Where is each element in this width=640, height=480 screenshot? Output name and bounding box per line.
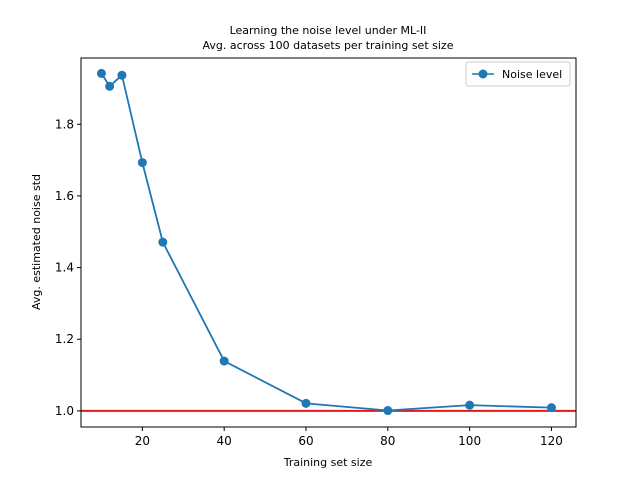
- data-point: [383, 406, 393, 416]
- legend: Noise level: [465, 61, 571, 87]
- x-tick-label: 20: [135, 434, 150, 448]
- plot-area: 20 40 60 80 100 120 1.0 1.2 1.4 1.6 1.8: [55, 57, 577, 448]
- data-point: [546, 403, 556, 413]
- chart-subtitle: Avg. across 100 datasets per training se…: [203, 39, 454, 52]
- legend-entry-noise-level: Noise level: [502, 68, 562, 81]
- series-line-0: [100, 72, 552, 412]
- data-point: [158, 237, 168, 247]
- y-tick-label: 1.8: [55, 117, 74, 131]
- chart-title: Learning the noise level under ML-II: [230, 24, 427, 37]
- y-axis-label: Avg. estimated noise std: [30, 174, 43, 310]
- y-tick-label: 1.0: [55, 404, 74, 418]
- data-point: [465, 400, 475, 410]
- legend-marker-sample: [478, 69, 488, 79]
- legend-box: [465, 61, 571, 87]
- x-tick-label: 40: [217, 434, 232, 448]
- x-tick-label: 120: [540, 434, 563, 448]
- data-point: [219, 356, 229, 366]
- x-axis-label: Training set size: [283, 456, 373, 469]
- x-tick-label: 60: [298, 434, 313, 448]
- data-point: [117, 70, 127, 80]
- y-tick-label: 1.6: [55, 189, 74, 203]
- x-tick-label: 100: [458, 434, 481, 448]
- y-tick-label: 1.2: [55, 332, 74, 346]
- data-point: [137, 158, 147, 168]
- y-tick-label: 1.4: [55, 261, 74, 275]
- x-tick-label: 80: [380, 434, 395, 448]
- data-point: [105, 81, 115, 91]
- data-point: [301, 398, 311, 408]
- axes-frame: [80, 57, 577, 428]
- data-point: [96, 68, 106, 78]
